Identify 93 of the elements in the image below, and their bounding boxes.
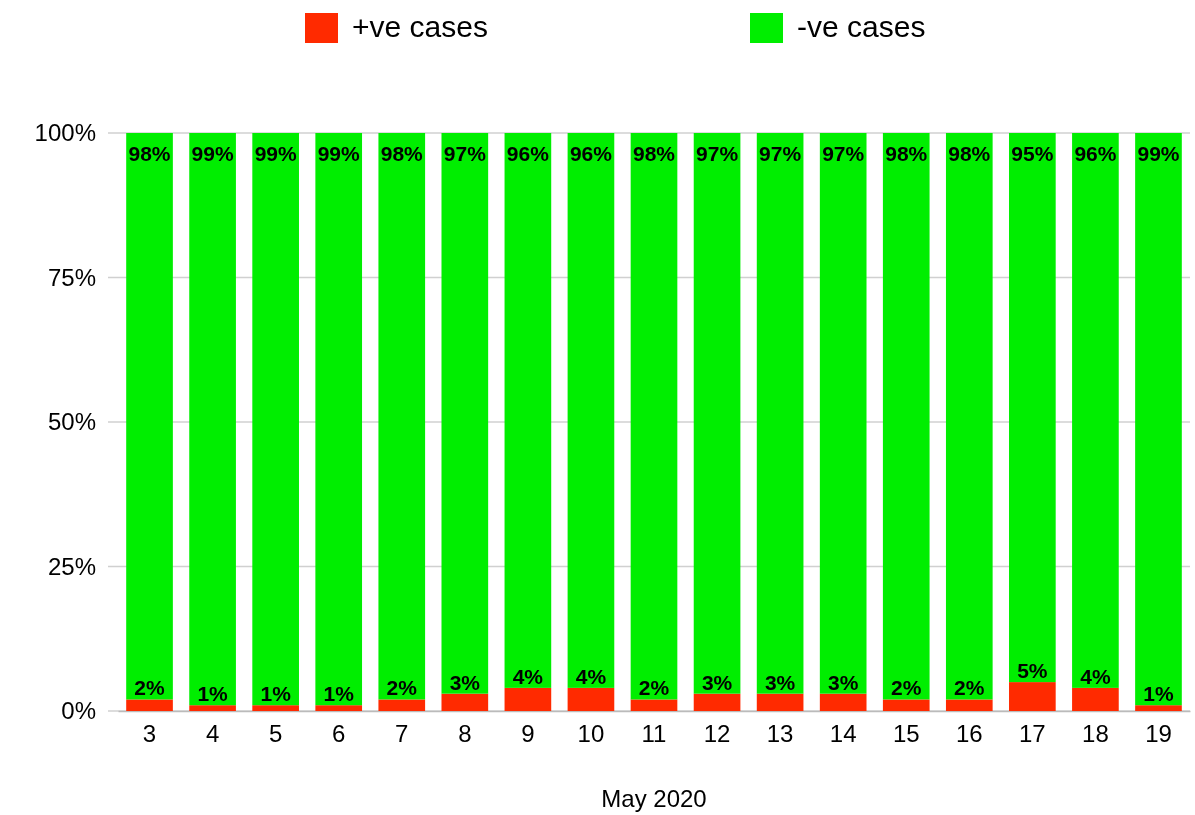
bar <box>1009 682 1056 711</box>
x-tick-label: 15 <box>892 720 920 748</box>
bar <box>126 133 173 700</box>
y-tick-label: 25% <box>47 552 96 580</box>
data-label: 98% <box>948 142 991 165</box>
data-label: 96% <box>1074 142 1117 165</box>
data-label: 4% <box>575 664 607 688</box>
x-tick-label: 10 <box>577 720 605 748</box>
legend-label: -ve cases <box>797 10 926 43</box>
bar <box>126 699 173 711</box>
data-label: 98% <box>128 142 171 165</box>
data-label: 4% <box>1080 664 1111 688</box>
bar <box>1009 133 1056 683</box>
bar <box>1135 133 1182 706</box>
bar <box>756 133 804 694</box>
bar <box>315 133 363 706</box>
bar <box>945 133 993 700</box>
data-label: 98% <box>885 142 928 165</box>
data-label: 97% <box>443 142 487 165</box>
bar <box>1072 687 1119 711</box>
data-label: 96% <box>569 142 613 165</box>
x-tick-label: 8 <box>458 720 472 748</box>
x-tick-label: 17 <box>1019 720 1046 748</box>
data-label: 3% <box>828 670 859 694</box>
bar <box>882 699 930 711</box>
data-label: 2% <box>954 676 985 700</box>
data-label: 5% <box>1017 659 1048 683</box>
bar <box>378 133 426 700</box>
x-tick-label: 3 <box>142 720 157 748</box>
data-label: 99% <box>1137 142 1180 165</box>
bar <box>189 705 236 711</box>
x-tick-label: 6 <box>332 720 346 748</box>
legend-label: +ve cases <box>352 10 488 43</box>
x-tick-label: 18 <box>1082 720 1109 748</box>
data-label: 96% <box>506 142 550 165</box>
bar <box>945 699 993 711</box>
y-tick-label: 100% <box>34 119 96 147</box>
bar <box>315 705 363 711</box>
bar <box>819 133 867 694</box>
bar <box>504 133 552 688</box>
bar <box>252 705 299 711</box>
data-label: 1% <box>323 682 355 706</box>
bar <box>441 133 489 694</box>
data-label: 97% <box>822 142 865 165</box>
data-label: 2% <box>386 676 418 700</box>
data-label: 3% <box>449 670 481 694</box>
x-axis-title: May 2020 <box>601 785 707 812</box>
x-tick-label: 5 <box>268 720 283 748</box>
bar <box>441 693 489 711</box>
bar <box>630 699 678 711</box>
data-label: 4% <box>512 664 544 688</box>
bar <box>567 133 615 688</box>
bar <box>378 699 426 711</box>
data-label: 2% <box>638 676 670 700</box>
data-label: 99% <box>254 142 297 165</box>
bar <box>819 693 867 711</box>
data-label: 2% <box>134 676 166 700</box>
data-label: 98% <box>632 142 676 165</box>
bar <box>630 133 678 700</box>
bar <box>1072 133 1119 688</box>
x-tick-label: 12 <box>703 720 731 748</box>
bar <box>693 133 741 694</box>
data-label: 3% <box>764 670 796 694</box>
x-tick-label: 14 <box>829 720 857 748</box>
data-label: 99% <box>317 142 361 165</box>
x-tick-label: 19 <box>1145 720 1172 748</box>
data-label: 95% <box>1011 142 1054 165</box>
x-tick-label: 13 <box>766 720 794 748</box>
bar <box>567 687 615 711</box>
x-tick-label: 9 <box>521 720 535 748</box>
bar <box>252 133 299 706</box>
data-label: 1% <box>260 682 292 706</box>
bar <box>756 693 804 711</box>
data-label: 3% <box>701 670 733 694</box>
data-label: 98% <box>380 142 424 165</box>
x-tick-label: 7 <box>395 720 409 748</box>
bar <box>189 133 236 706</box>
bar <box>693 693 741 711</box>
y-tick-label: 0% <box>61 697 96 725</box>
y-tick-label: 75% <box>47 263 96 291</box>
data-label: 1% <box>197 682 229 706</box>
data-label: 97% <box>696 142 739 165</box>
data-label: 1% <box>1143 682 1174 706</box>
bar <box>882 133 930 700</box>
bar <box>504 687 552 711</box>
x-tick-label: 4 <box>205 720 220 748</box>
data-label: 99% <box>191 142 234 165</box>
x-tick-label: 16 <box>955 720 983 748</box>
data-label: 2% <box>891 676 922 700</box>
data-label: 97% <box>759 142 802 165</box>
y-tick-label: 50% <box>47 408 96 436</box>
bar <box>1135 705 1182 711</box>
x-tick-label: 11 <box>641 720 667 748</box>
